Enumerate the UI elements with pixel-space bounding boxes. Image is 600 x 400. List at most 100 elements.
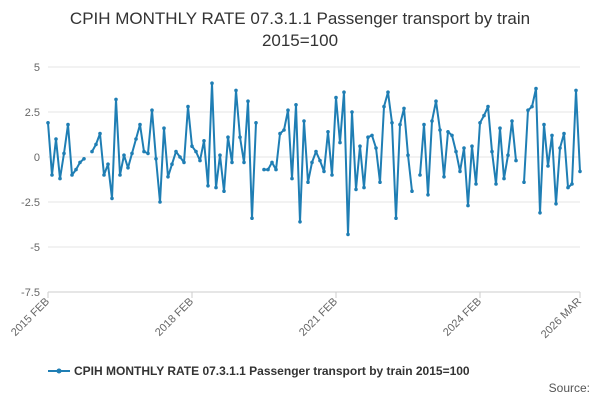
data-point[interactable]: [102, 173, 106, 177]
data-point[interactable]: [378, 180, 382, 184]
data-point[interactable]: [530, 104, 534, 109]
data-point[interactable]: [278, 131, 282, 136]
data-point[interactable]: [442, 175, 446, 179]
data-point[interactable]: [406, 153, 410, 157]
data-point[interactable]: [366, 135, 370, 139]
data-point[interactable]: [222, 189, 226, 193]
data-point[interactable]: [342, 90, 346, 94]
data-point[interactable]: [58, 176, 62, 181]
data-point[interactable]: [66, 122, 70, 127]
data-point[interactable]: [462, 146, 466, 150]
data-point[interactable]: [182, 160, 186, 165]
data-point[interactable]: [126, 166, 130, 170]
data-point[interactable]: [494, 182, 498, 186]
data-point[interactable]: [506, 153, 510, 157]
data-point[interactable]: [234, 88, 238, 93]
data-point[interactable]: [270, 160, 274, 165]
data-point[interactable]: [390, 121, 394, 125]
data-point[interactable]: [246, 99, 250, 103]
data-point[interactable]: [510, 119, 514, 123]
data-point[interactable]: [226, 135, 230, 139]
data-point[interactable]: [114, 97, 118, 102]
data-point[interactable]: [466, 203, 470, 208]
data-point[interactable]: [254, 121, 258, 125]
data-point[interactable]: [50, 173, 54, 177]
data-point[interactable]: [178, 155, 182, 159]
data-point[interactable]: [454, 149, 458, 154]
data-point[interactable]: [106, 162, 110, 166]
data-point[interactable]: [446, 130, 450, 134]
data-point[interactable]: [202, 139, 206, 143]
data-point[interactable]: [214, 185, 218, 190]
data-point[interactable]: [262, 167, 266, 172]
data-point[interactable]: [398, 122, 402, 127]
data-point[interactable]: [238, 135, 242, 139]
data-point[interactable]: [354, 187, 358, 192]
data-point[interactable]: [482, 113, 486, 118]
data-point[interactable]: [154, 157, 158, 161]
data-point[interactable]: [298, 220, 302, 224]
data-point[interactable]: [562, 131, 566, 136]
data-point[interactable]: [198, 158, 202, 163]
data-point[interactable]: [450, 133, 454, 138]
data-point[interactable]: [458, 169, 462, 174]
data-point[interactable]: [46, 121, 50, 125]
data-point[interactable]: [118, 173, 122, 177]
data-point[interactable]: [410, 189, 414, 193]
data-point[interactable]: [142, 149, 146, 154]
data-point[interactable]: [522, 180, 526, 184]
data-point[interactable]: [570, 182, 574, 186]
data-point[interactable]: [422, 122, 426, 127]
data-point[interactable]: [418, 173, 422, 177]
data-point[interactable]: [358, 144, 362, 148]
data-point[interactable]: [538, 211, 542, 215]
data-point[interactable]: [338, 140, 342, 145]
data-point[interactable]: [286, 108, 290, 112]
data-point[interactable]: [326, 130, 330, 134]
data-point[interactable]: [374, 146, 378, 150]
data-point[interactable]: [578, 169, 582, 174]
data-point[interactable]: [210, 81, 214, 85]
data-point[interactable]: [350, 110, 354, 114]
data-point[interactable]: [346, 232, 350, 237]
data-point[interactable]: [438, 128, 442, 132]
data-point[interactable]: [498, 126, 502, 130]
data-point[interactable]: [122, 153, 126, 157]
data-point[interactable]: [490, 149, 494, 154]
data-point[interactable]: [502, 176, 506, 181]
data-point[interactable]: [318, 158, 322, 163]
data-point[interactable]: [130, 151, 134, 156]
data-point[interactable]: [290, 176, 294, 181]
data-point[interactable]: [542, 122, 546, 127]
data-point[interactable]: [514, 158, 518, 163]
legend[interactable]: CPIH MONTHLY RATE 07.3.1.1 Passenger tra…: [48, 364, 470, 378]
data-point[interactable]: [314, 149, 318, 154]
data-point[interactable]: [70, 173, 74, 177]
data-point[interactable]: [242, 160, 246, 165]
data-point[interactable]: [382, 104, 386, 109]
data-point[interactable]: [82, 157, 86, 161]
data-point[interactable]: [110, 196, 114, 201]
data-point[interactable]: [54, 137, 58, 141]
data-point[interactable]: [78, 160, 82, 165]
data-point[interactable]: [546, 164, 550, 168]
data-point[interactable]: [166, 175, 170, 179]
data-point[interactable]: [294, 103, 298, 107]
data-point[interactable]: [566, 185, 570, 190]
data-point[interactable]: [386, 90, 390, 94]
data-point[interactable]: [434, 99, 438, 103]
data-point[interactable]: [526, 108, 530, 112]
data-point[interactable]: [430, 119, 434, 123]
data-point[interactable]: [230, 160, 234, 165]
data-point[interactable]: [302, 119, 306, 123]
data-point[interactable]: [98, 131, 102, 136]
data-point[interactable]: [310, 160, 314, 165]
data-point[interactable]: [134, 137, 138, 141]
data-point[interactable]: [138, 122, 142, 127]
data-point[interactable]: [94, 142, 98, 147]
data-point[interactable]: [554, 202, 558, 206]
data-point[interactable]: [146, 151, 150, 156]
data-point[interactable]: [478, 121, 482, 125]
data-point[interactable]: [74, 167, 78, 172]
data-point[interactable]: [150, 108, 154, 112]
